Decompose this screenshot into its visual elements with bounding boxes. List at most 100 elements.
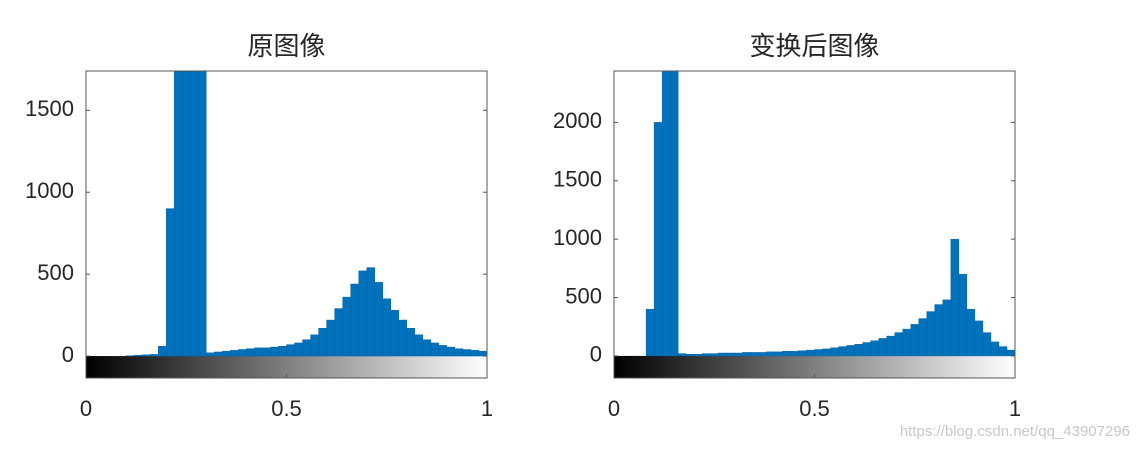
bar: [214, 351, 223, 357]
bar: [270, 346, 279, 357]
x-tick-label: 0.5: [271, 396, 302, 421]
bar: [190, 71, 199, 357]
bar: [454, 348, 464, 357]
bar: [998, 346, 1008, 357]
watermark: https://blog.csdn.net/qq_43907296: [900, 423, 1130, 440]
bar: [406, 327, 416, 357]
bar: [790, 351, 799, 357]
bar: [374, 282, 383, 357]
bar: [710, 353, 719, 357]
y-tick-label: 1500: [553, 167, 602, 192]
bar: [934, 304, 944, 357]
bar: [661, 71, 671, 357]
bar: [398, 319, 407, 357]
plot-area: [614, 71, 1015, 378]
bar: [966, 309, 976, 357]
bar: [862, 342, 871, 357]
bar: [822, 348, 831, 357]
bar: [806, 349, 815, 357]
bar: [838, 346, 847, 357]
bar: [238, 349, 247, 357]
bar: [870, 340, 879, 357]
bar: [942, 299, 952, 357]
x-tick-label: 0.5: [799, 396, 830, 421]
bar: [302, 339, 311, 357]
bar: [854, 344, 863, 357]
bar: [254, 347, 263, 357]
colorbar: [614, 355, 1015, 378]
bar: [910, 324, 919, 357]
bar: [342, 296, 351, 357]
bar: [982, 332, 992, 357]
bar: [294, 342, 303, 357]
bar: [926, 311, 936, 357]
bar: [318, 327, 327, 357]
bar: [446, 346, 456, 357]
bar: [774, 351, 783, 357]
bar: [222, 350, 231, 357]
bar: [157, 346, 167, 357]
bar: [286, 344, 295, 357]
bar: [206, 352, 215, 357]
y-tick-label: 0: [62, 342, 74, 367]
bar: [182, 71, 191, 357]
bar: [974, 320, 984, 357]
y-tick-label: 0: [590, 342, 602, 367]
bar: [958, 273, 968, 357]
y-tick-label: 500: [37, 260, 74, 285]
bar: [366, 267, 375, 357]
bar: [830, 347, 839, 357]
bar: [846, 345, 855, 357]
bar: [230, 350, 239, 357]
bar: [918, 318, 927, 357]
chart-title: 变换后图像: [749, 31, 879, 61]
bar: [878, 338, 887, 357]
bar: [782, 351, 791, 357]
bar: [645, 309, 655, 357]
bar: [478, 350, 487, 357]
bar: [653, 122, 663, 357]
colorbar: [86, 356, 487, 378]
bar: [677, 353, 687, 357]
bar: [334, 308, 343, 357]
axes-box: [85, 70, 488, 379]
bar: [133, 355, 143, 357]
bar: [950, 238, 960, 357]
bar: [422, 339, 432, 357]
bar: [814, 349, 823, 357]
bar: [390, 309, 399, 357]
bar: [766, 351, 775, 357]
x-tick-label: 1: [481, 396, 493, 421]
y-tick-label: 1000: [25, 178, 74, 203]
bar: [358, 270, 367, 357]
bar: [262, 347, 271, 357]
bar: [990, 341, 1000, 357]
bar: [734, 352, 743, 357]
bar: [902, 328, 911, 357]
bar: [165, 208, 175, 357]
bar: [758, 352, 767, 357]
bar: [750, 352, 759, 357]
bar: [174, 71, 183, 357]
y-tick-label: 1500: [25, 96, 74, 121]
bar: [430, 342, 440, 357]
bar: [694, 353, 703, 357]
bar: [350, 283, 359, 357]
bar: [198, 71, 207, 357]
chart-title: 原图像: [247, 31, 325, 61]
bar: [894, 332, 903, 357]
bar: [246, 348, 255, 357]
bar: [278, 346, 287, 357]
x-tick-label: 0: [80, 396, 92, 421]
plot-area: [86, 71, 487, 378]
bar: [414, 334, 424, 357]
x-tick-label: 0: [608, 396, 620, 421]
bar: [742, 352, 751, 357]
bar: [702, 353, 711, 357]
bar: [326, 319, 335, 357]
bar: [149, 354, 159, 357]
bar: [886, 335, 895, 357]
y-tick-label: 2000: [553, 108, 602, 133]
bar: [798, 350, 807, 357]
bar: [1006, 349, 1015, 357]
